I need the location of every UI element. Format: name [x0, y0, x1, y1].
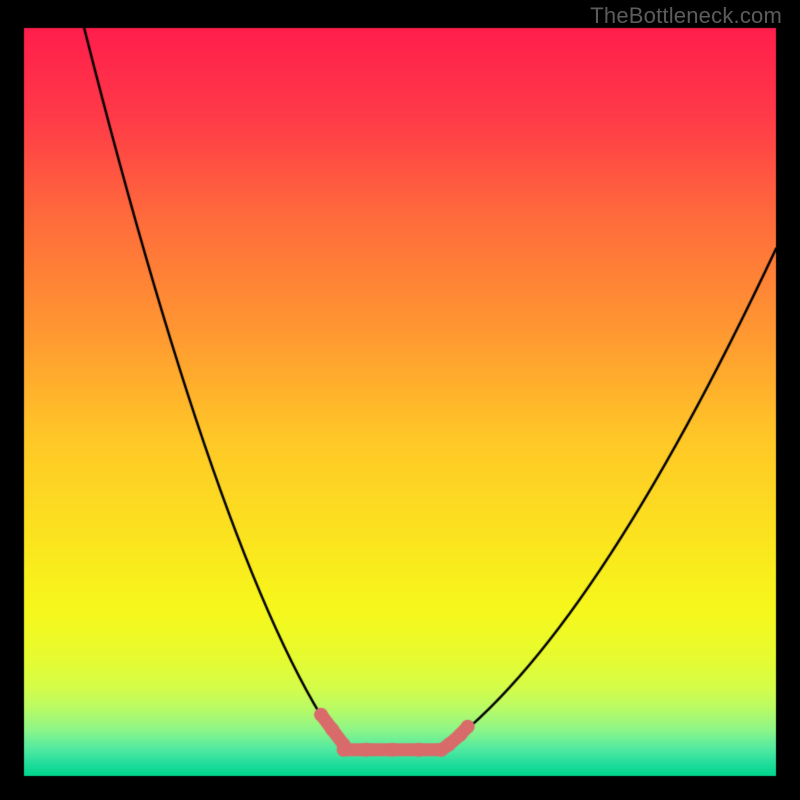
- bottleneck-chart-canvas: [0, 0, 800, 800]
- watermark: TheBottleneck.com: [590, 3, 782, 29]
